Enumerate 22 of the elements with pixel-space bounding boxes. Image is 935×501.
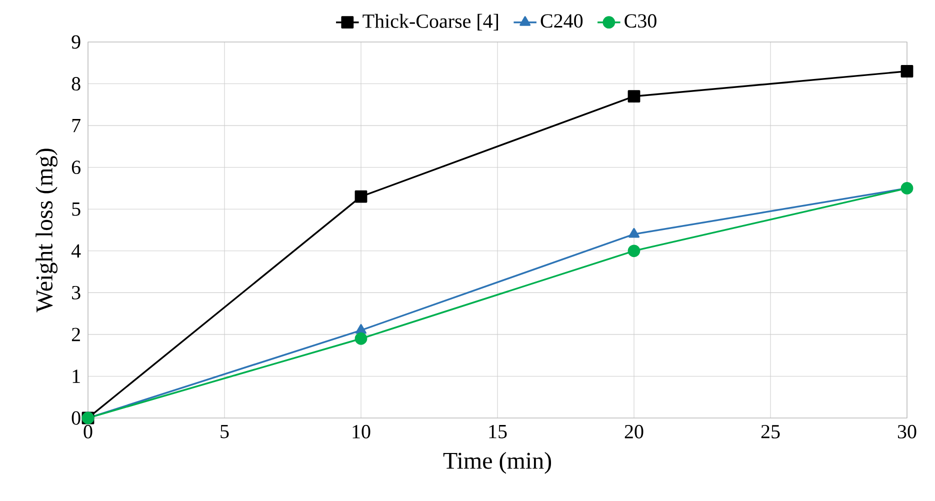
x-tick-label: 10 — [352, 424, 370, 438]
y-tick-label: 2 — [72, 328, 80, 342]
y-tick-label: 4 — [71, 244, 81, 258]
y-tick-label: 0 — [72, 411, 80, 425]
x-axis-title: Time (min) — [443, 452, 552, 474]
legend-label: C240 — [540, 14, 583, 28]
x-tick-label: 25 — [761, 424, 780, 438]
legend-label: C30 — [624, 14, 656, 28]
y-tick-label: 9 — [72, 35, 80, 49]
y-tick-label: 3 — [72, 286, 80, 300]
y-tick-label: 5 — [72, 202, 80, 216]
y-tick-label: 8 — [72, 77, 80, 91]
x-tick-label: 15 — [489, 424, 507, 438]
y-tick-label: 6 — [72, 160, 80, 174]
x-tick-label: 20 — [624, 424, 644, 438]
y-axis-title: Weight loss (mg) — [36, 148, 58, 312]
x-tick-label: 30 — [898, 424, 916, 438]
y-tick-label: 7 — [72, 119, 80, 132]
legend-label: Thick-Coarse [4] — [362, 14, 498, 30]
x-tick-label: 0 — [84, 424, 92, 438]
x-tick-label: 5 — [220, 424, 229, 438]
y-tick-label: 1 — [72, 370, 80, 383]
